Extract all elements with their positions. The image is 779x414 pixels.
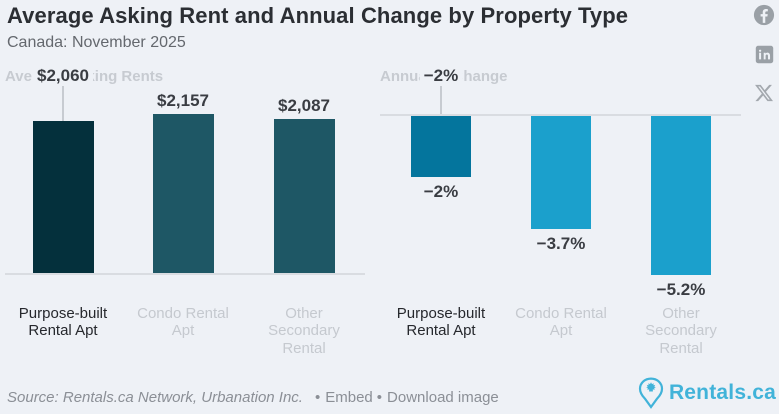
value-label-condo-rental-apt: $2,157 — [157, 91, 209, 110]
bar-other-secondary-rental — [651, 116, 711, 275]
category-label-condo-rental-apt: Condo Rental Apt — [515, 305, 607, 340]
value-label-purpose-built-rental-apt: −2% — [423, 182, 459, 201]
facebook-icon[interactable] — [753, 4, 775, 26]
value-label-other-secondary-rental: $2,087 — [278, 96, 330, 115]
bar-condo-rental-apt — [152, 114, 214, 273]
maple-leaf-pin-icon — [638, 377, 664, 409]
social-share-bar — [752, 4, 776, 103]
bullet-separator: • — [376, 389, 383, 406]
bar-purpose-built-rental-apt — [411, 116, 471, 177]
linkedin-icon[interactable] — [755, 45, 774, 64]
callout-line — [440, 86, 442, 114]
footer: Source: Rentals.ca Network, Urbanation I… — [7, 389, 499, 406]
rentals-ca-logo[interactable]: Rentals.ca — [638, 377, 776, 409]
change-chart: Annual % Change −2% −2%Purpose-built Ren… — [380, 62, 741, 362]
change-chart-plot: −2% Purpose-built Rental Apt −3.7% Condo Re… — [380, 62, 741, 362]
category-label-purpose-built-rental-apt: Purpose-built Rental Apt — [396, 305, 486, 340]
category-label-condo-rental-apt: Condo Rental Apt — [137, 305, 229, 340]
rent-chart: Average Asking Rents $2,060 Purpose-buil… — [5, 62, 365, 362]
category-label-other-secondary-rental: Other Secondary Rental — [645, 305, 717, 357]
category-label-other-secondary-rental: Other Secondary Rental — [268, 305, 340, 357]
rent-chart-plot: Purpose-built Rental Apt $2,157 Condo Rent… — [5, 62, 365, 362]
page-subtitle: Canada: November 2025 — [7, 34, 186, 51]
change-chart-callout-value: −2% — [419, 66, 463, 86]
value-label-condo-rental-apt: −3.7% — [536, 234, 586, 253]
page-title: Average Asking Rent and Annual Change by… — [7, 3, 629, 28]
baseline — [5, 273, 365, 275]
source-note: Source: Rentals.ca Network, Urbanation I… — [7, 389, 303, 406]
bar-purpose-built-rental-apt — [32, 121, 94, 273]
category-label-purpose-built-rental-apt: Purpose-built Rental Apt — [18, 305, 108, 340]
logo-wordmark: Rentals.ca — [668, 381, 776, 404]
bar-condo-rental-apt — [531, 116, 591, 229]
rent-chart-callout-value: $2,060 — [33, 66, 93, 86]
bar-other-secondary-rental — [273, 119, 335, 273]
value-label-other-secondary-rental: −5.2% — [656, 280, 706, 299]
download-image-link[interactable]: Download image — [387, 389, 499, 406]
x-icon[interactable] — [754, 83, 774, 103]
bullet-separator: • — [314, 389, 321, 406]
embed-link[interactable]: Embed — [325, 389, 373, 406]
callout-line — [62, 86, 64, 121]
zero-line — [380, 114, 741, 116]
